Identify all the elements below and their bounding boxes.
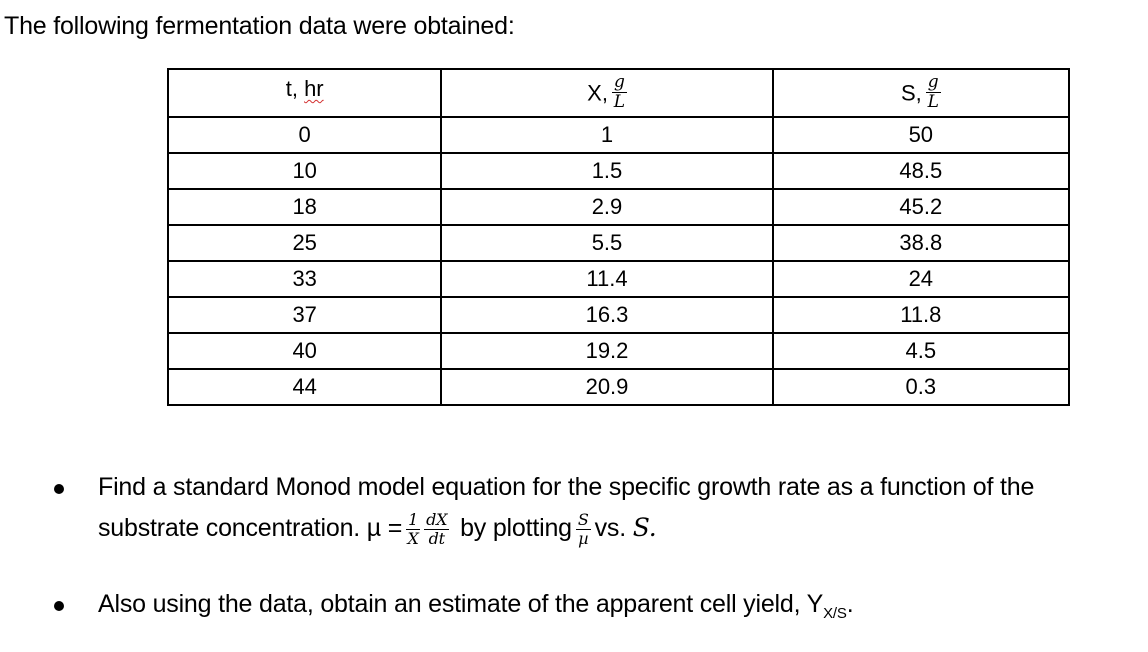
- cell-substrate: 11.8: [771, 296, 1071, 334]
- s-variable: S.: [632, 513, 657, 543]
- table-row: 40 19.2 4.5: [166, 332, 1071, 370]
- cell-time: 10: [166, 152, 443, 190]
- by-plotting-text: by plotting: [460, 514, 572, 543]
- mu-definition-label: substrate concentration. µ =: [98, 514, 403, 543]
- bullet-marker-1: [54, 484, 64, 494]
- mu-frac1-den: X: [407, 529, 419, 548]
- unit-numerator: g: [611, 72, 627, 93]
- cell-biomass: 1.5: [440, 152, 774, 190]
- table-row: 25 5.5 38.8: [166, 224, 1071, 262]
- mu-fraction-2: dX dt: [424, 510, 450, 548]
- cell-substrate: 0.3: [771, 368, 1071, 406]
- header-biomass-label: X,: [587, 80, 608, 106]
- cell-biomass: 2.9: [440, 188, 774, 226]
- header-biomass: X, g L: [440, 68, 774, 118]
- cell-time: 0: [166, 116, 443, 154]
- cell-biomass: 19.2: [440, 332, 774, 370]
- bullet1-line1-text: Find a standard Monod model equation for…: [98, 473, 1035, 501]
- cell-biomass: 1: [440, 116, 774, 154]
- header-substrate-label: S,: [900, 80, 922, 106]
- bullet2-line: Also using the data, obtain an estimate …: [98, 590, 854, 622]
- header-time-text: t, hr: [285, 76, 324, 101]
- bullet2-text: Also using the data, obtain an estimate …: [98, 590, 824, 618]
- plot-frac-den: µ: [578, 529, 589, 548]
- mu-frac1-num: 1: [406, 510, 421, 530]
- mu-frac2-num: dX: [424, 510, 450, 530]
- cell-time: 18: [166, 188, 443, 226]
- cell-time: 44: [166, 368, 443, 406]
- unit-numerator: g: [925, 72, 941, 93]
- cell-biomass: 11.4: [440, 260, 774, 298]
- table-row: 10 1.5 48.5: [166, 152, 1071, 190]
- bullet-marker-2: [54, 601, 64, 611]
- bullet2-period: .: [846, 590, 854, 618]
- plot-frac-num: S: [575, 510, 591, 530]
- cell-biomass: 20.9: [440, 368, 774, 406]
- cell-biomass: 5.5: [440, 224, 774, 262]
- fermentation-data-table: t, hr X, g L S, g L 0 1 50 10 1.5 48.5: [166, 68, 1071, 406]
- cell-biomass: 16.3: [440, 296, 774, 334]
- vs-text: vs.: [594, 514, 627, 543]
- cell-time: 37: [166, 296, 443, 334]
- cell-substrate: 48.5: [771, 152, 1071, 190]
- intro-text: The following fermentation data were obt…: [4, 12, 515, 40]
- spellcheck-underline: hr: [304, 76, 324, 101]
- cell-substrate: 38.8: [771, 224, 1071, 262]
- cell-substrate: 45.2: [771, 188, 1071, 226]
- cell-substrate: 4.5: [771, 332, 1071, 370]
- mu-frac2-den: dt: [428, 529, 445, 548]
- cell-substrate: 50: [771, 116, 1071, 154]
- header-substrate: S, g L: [771, 68, 1071, 118]
- header-time: t, hr: [166, 68, 443, 118]
- unit-denominator: L: [613, 92, 626, 112]
- cell-time: 33: [166, 260, 443, 298]
- table-row: 44 20.9 0.3: [166, 368, 1071, 406]
- table-row: 0 1 50: [166, 116, 1071, 154]
- cell-time: 40: [166, 332, 443, 370]
- unit-denominator: L: [927, 92, 939, 112]
- cell-time: 25: [166, 224, 443, 262]
- bullet1-line1: Find a standard Monod model equation for…: [98, 473, 1034, 502]
- cell-substrate: 24: [771, 260, 1071, 298]
- header-time-label: t, hr: [286, 76, 324, 101]
- table-row: 18 2.9 45.2: [166, 188, 1071, 226]
- yield-subscript: X/S: [823, 605, 847, 622]
- table-header-row: t, hr X, g L S, g L: [166, 68, 1071, 118]
- table-row: 37 16.3 11.8: [166, 296, 1071, 334]
- table-row: 33 11.4 24: [166, 260, 1071, 298]
